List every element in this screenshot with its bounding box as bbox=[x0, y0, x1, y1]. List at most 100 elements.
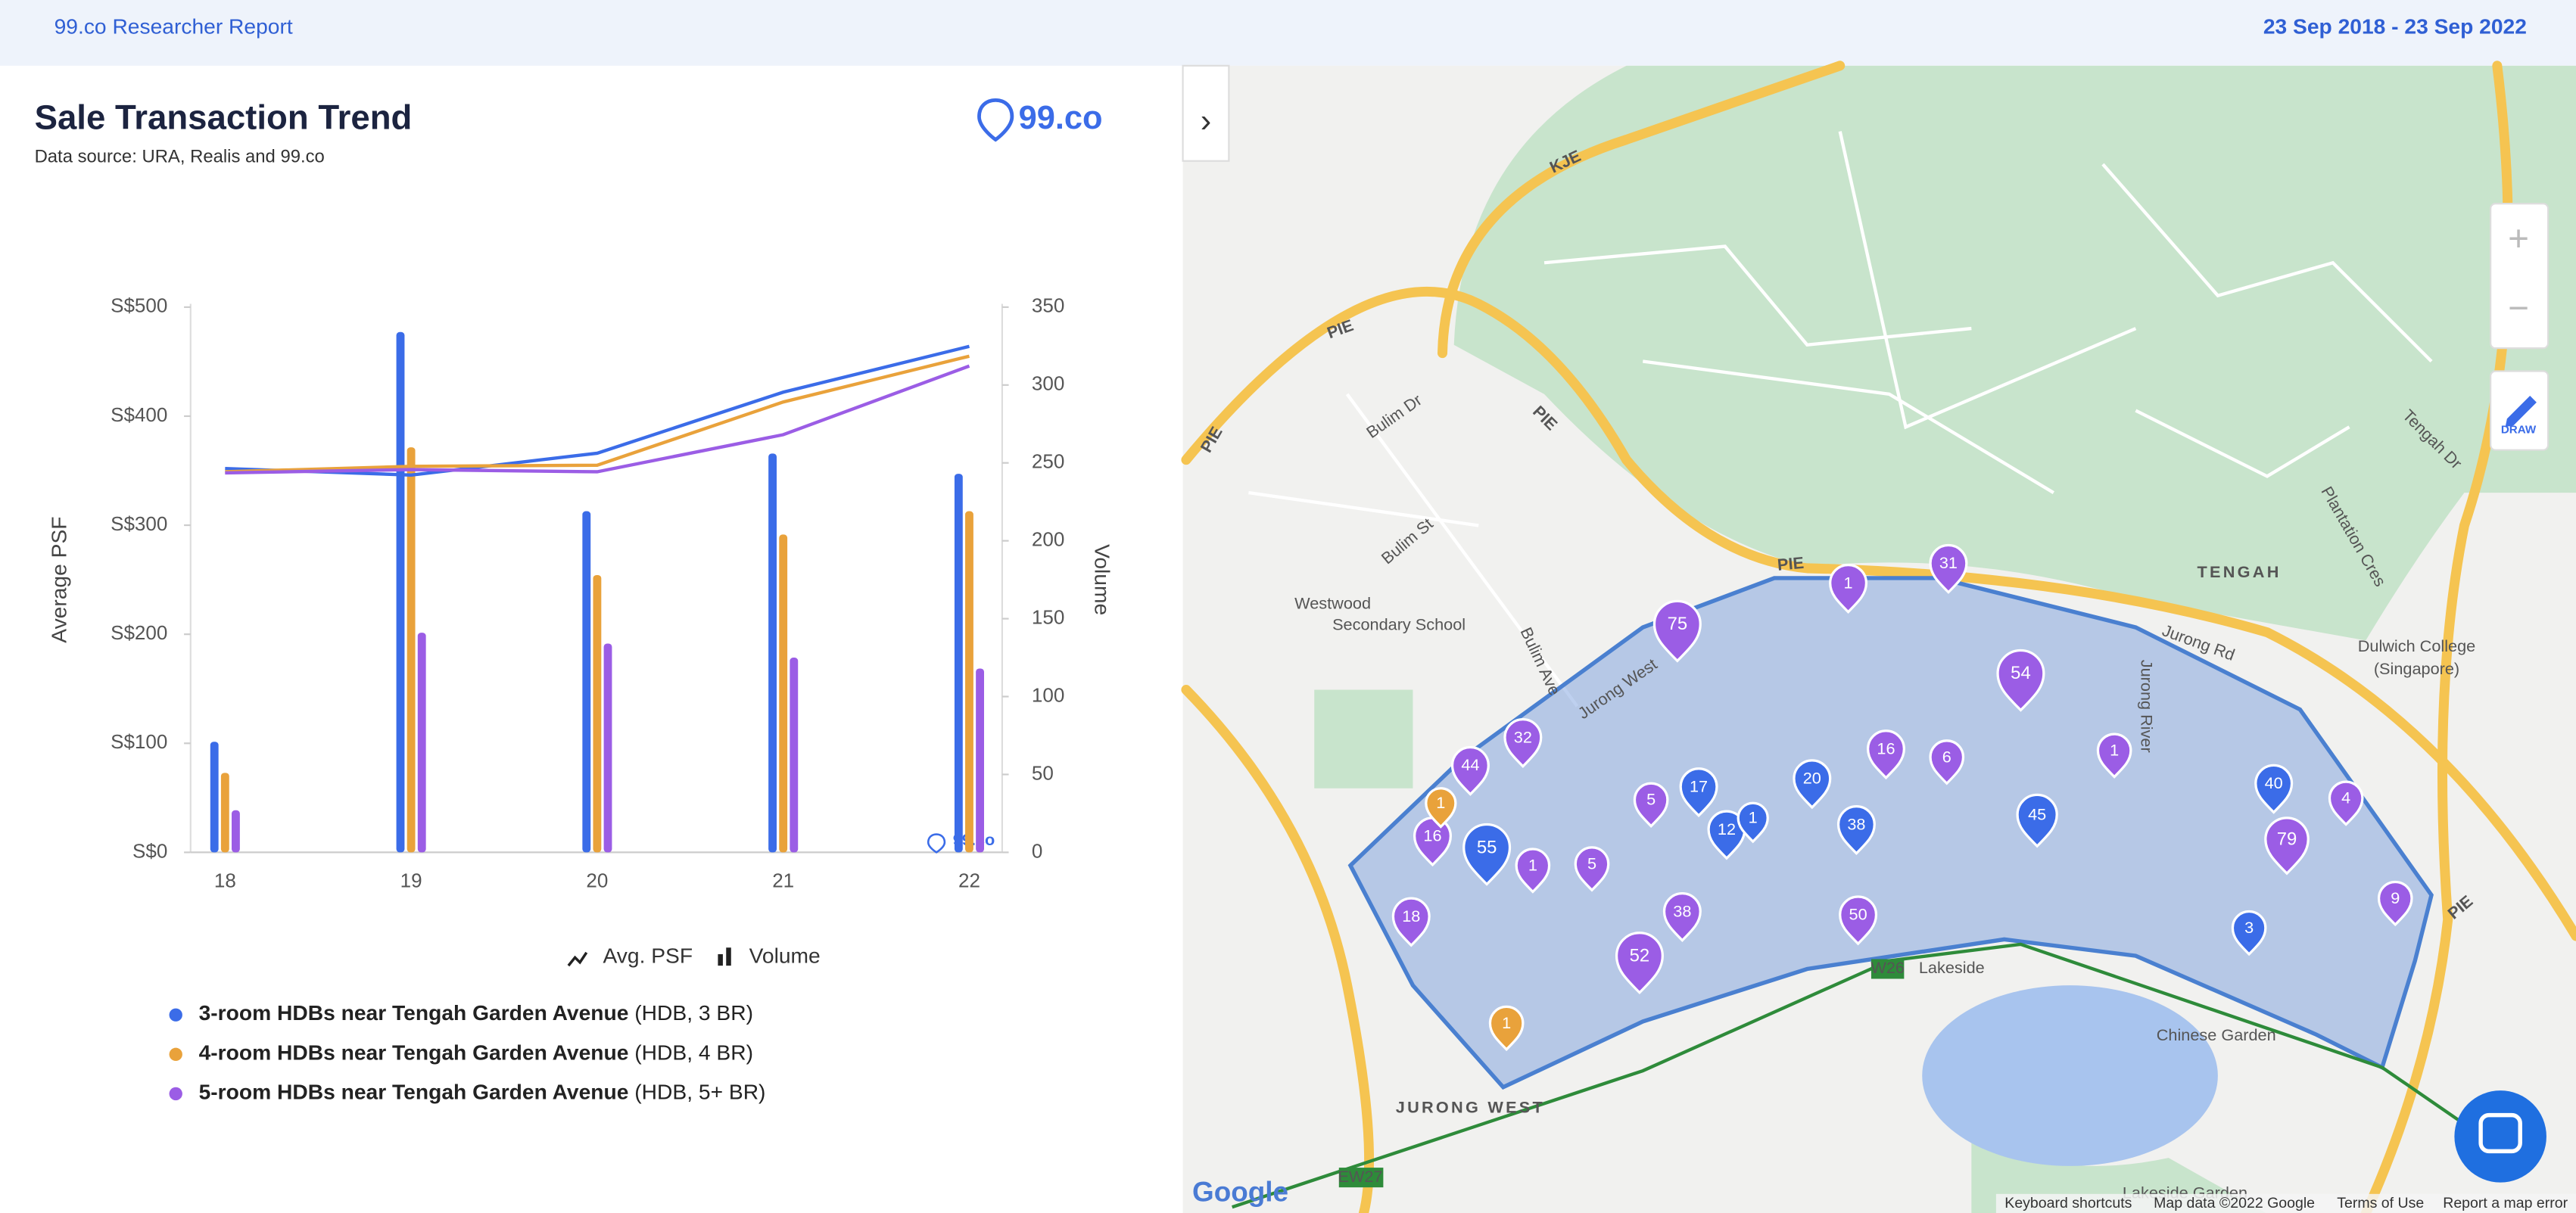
bar bbox=[232, 810, 240, 853]
google-brand: Google bbox=[1192, 1177, 1288, 1208]
map-pin[interactable] bbox=[1929, 739, 1965, 785]
legend-entry: 3-room HDBs near Tengah Garden Avenue (H… bbox=[199, 1001, 753, 1025]
map-pin[interactable] bbox=[1615, 932, 1664, 995]
legend-bar: Volume bbox=[749, 944, 821, 968]
bar bbox=[603, 643, 612, 853]
watermark-pin bbox=[927, 833, 946, 854]
date-range: 23 Sep 2018 - 23 Sep 2022 bbox=[2263, 14, 2527, 38]
pin-label: 16 bbox=[1423, 826, 1441, 845]
map-pin[interactable] bbox=[1996, 648, 2045, 712]
y2-tick-label: 200 bbox=[1032, 528, 1064, 551]
y2-axis-title: Volume bbox=[1091, 544, 1115, 615]
pin-label: 3 bbox=[2244, 918, 2254, 937]
draw-icon bbox=[2505, 396, 2537, 428]
map-pin[interactable] bbox=[1391, 897, 1431, 947]
map-pin[interactable] bbox=[1652, 599, 1702, 663]
y-tick-label: S$0 bbox=[132, 839, 167, 862]
y-axis-title: Average PSF bbox=[47, 517, 71, 643]
zoom-in[interactable]: + bbox=[2508, 219, 2529, 260]
bar bbox=[976, 668, 984, 853]
map-pin[interactable] bbox=[1488, 1005, 1525, 1052]
pin-label: 16 bbox=[1877, 739, 1895, 757]
map-label: Dulwich College bbox=[2358, 636, 2476, 655]
map-footer-bg bbox=[1995, 1193, 2576, 1213]
x-tick-label: 19 bbox=[400, 869, 422, 891]
map-pin[interactable] bbox=[1839, 895, 1878, 946]
map-pin[interactable] bbox=[1866, 729, 1905, 780]
map-label: Jurong River bbox=[2138, 660, 2157, 753]
map-pin[interactable] bbox=[1633, 782, 1669, 828]
y2-tick-label: 350 bbox=[1032, 294, 1064, 317]
pin-label: 1 bbox=[1749, 808, 1758, 827]
pin-label: 38 bbox=[1847, 814, 1865, 833]
map-pin[interactable] bbox=[2328, 780, 2364, 826]
map-pin[interactable] bbox=[2377, 880, 2413, 927]
y-tick-label: S$300 bbox=[111, 512, 167, 535]
legend-name: 4-room HDBs near Tengah Garden Avenue bbox=[199, 1040, 629, 1065]
map-pin[interactable] bbox=[1503, 718, 1543, 768]
map-label: Westwood bbox=[1294, 593, 1371, 612]
map-pin[interactable] bbox=[1574, 846, 1610, 892]
station-badge bbox=[1870, 959, 1905, 979]
bar bbox=[406, 447, 416, 853]
pin-label: 9 bbox=[2391, 888, 2400, 907]
y2-tick-label: 0 bbox=[1032, 839, 1042, 862]
map-pin[interactable] bbox=[1836, 805, 1876, 855]
zoom-out[interactable]: − bbox=[2508, 288, 2529, 328]
map-pin[interactable] bbox=[1679, 767, 1718, 818]
legend-dot bbox=[169, 1087, 182, 1101]
pin-label: 1 bbox=[2110, 741, 2119, 760]
map-label: Lakeside bbox=[1919, 958, 1985, 977]
map-pin[interactable] bbox=[2264, 816, 2310, 876]
station-badge bbox=[1338, 1168, 1384, 1188]
logo-pin bbox=[977, 98, 1014, 142]
map-label: JURONG WEST bbox=[1396, 1098, 1545, 1117]
map-pin[interactable] bbox=[1425, 787, 1457, 829]
y2-tick-label: 300 bbox=[1032, 372, 1064, 395]
map-pin[interactable] bbox=[1450, 745, 1490, 796]
park-area bbox=[1453, 65, 2576, 641]
expand-icon: › bbox=[1201, 103, 1211, 139]
legend-bar-icon bbox=[718, 953, 723, 966]
mrt-line bbox=[1232, 942, 2531, 1209]
expand-button[interactable] bbox=[1182, 64, 1230, 162]
pin-label: 55 bbox=[1477, 837, 1497, 857]
legend-name: 3-room HDBs near Tengah Garden Avenue bbox=[199, 1001, 629, 1025]
map[interactable]: › + − DRAW Google KJEPIEPIEPIEPIEPIEBuli… bbox=[1181, 61, 2576, 1213]
map-pin[interactable] bbox=[2016, 793, 2058, 848]
map-pin[interactable] bbox=[1662, 892, 1702, 943]
map-footer-link: Map data ©2022 Google bbox=[2154, 1195, 2315, 1211]
map-footer-link: Report a map error bbox=[2443, 1195, 2568, 1211]
map-pin[interactable] bbox=[2096, 732, 2132, 779]
map-pin[interactable] bbox=[1737, 801, 1769, 844]
pin-label: 18 bbox=[1402, 907, 1420, 925]
bar bbox=[582, 511, 591, 853]
pin-label: 50 bbox=[1849, 905, 1867, 924]
map-pin[interactable] bbox=[1515, 848, 1551, 894]
y-tick-label: S$400 bbox=[111, 403, 167, 426]
legend-name: 5-room HDBs near Tengah Garden Avenue bbox=[199, 1080, 629, 1104]
map-pin[interactable] bbox=[2231, 910, 2267, 956]
x-tick-label: 21 bbox=[772, 869, 794, 891]
y2-tick-label: 150 bbox=[1032, 605, 1064, 628]
legend-entry: 4-room HDBs near Tengah Garden Avenue (H… bbox=[199, 1040, 753, 1065]
pin-label: 1 bbox=[1528, 856, 1537, 875]
pin-label: 1 bbox=[1844, 573, 1853, 592]
map-pin[interactable] bbox=[1829, 564, 1868, 614]
map-pin[interactable] bbox=[2254, 764, 2294, 814]
map-pin[interactable] bbox=[1929, 544, 1968, 594]
map-pin[interactable] bbox=[1462, 823, 1512, 886]
draw-label: DRAW bbox=[2501, 424, 2537, 437]
x-tick-label: 20 bbox=[586, 869, 608, 891]
pin-label: 31 bbox=[1939, 553, 1958, 572]
bar bbox=[210, 742, 219, 853]
pin-label: 17 bbox=[1690, 776, 1708, 795]
map-pin[interactable] bbox=[1707, 810, 1746, 860]
map-pin[interactable] bbox=[1793, 759, 1832, 810]
map-label: TENGAH bbox=[2198, 562, 2282, 581]
logo-shape bbox=[981, 108, 1011, 138]
bar bbox=[768, 453, 777, 853]
chat-button[interactable] bbox=[2454, 1090, 2546, 1183]
